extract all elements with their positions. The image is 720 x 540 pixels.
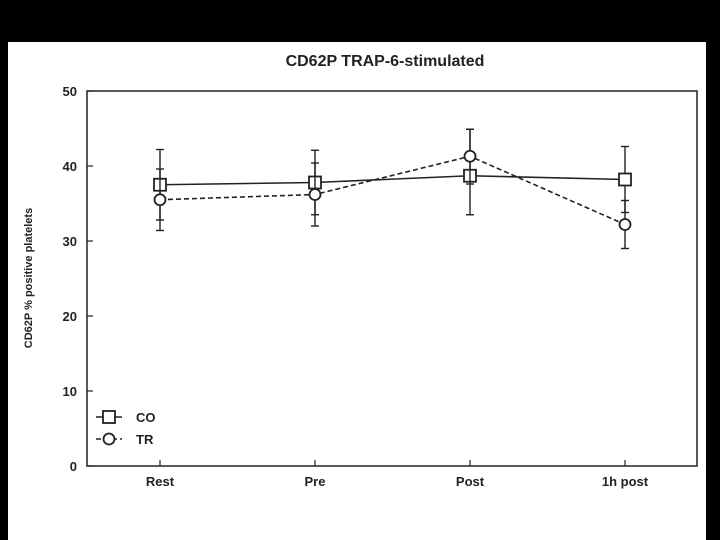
legend-item-tr: TR — [96, 432, 154, 447]
y-axis-label: CD62P % positive platelets — [23, 208, 35, 348]
y-tick-label: 0 — [70, 459, 77, 474]
series-layer — [153, 128, 632, 250]
data-point-circle — [308, 188, 322, 201]
y-tick-label: 50 — [63, 84, 77, 99]
y-tick-label: 40 — [63, 159, 77, 174]
legend-item-co: CO — [96, 410, 156, 425]
y-tick-label: 10 — [63, 384, 77, 399]
y-tick-label: 30 — [63, 234, 77, 249]
x-axis: Rest Pre Post 1h post — [146, 460, 649, 489]
series-line — [159, 155, 626, 226]
x-tick-label: Pre — [305, 474, 326, 489]
legend-label: TR — [136, 432, 154, 447]
plot-area — [86, 90, 698, 467]
data-point-circle — [153, 193, 167, 207]
x-tick-label: Post — [456, 474, 485, 489]
series-line — [159, 174, 626, 186]
y-tick-label: 20 — [63, 309, 77, 324]
y-axis: 0 10 20 30 40 50 — [63, 84, 93, 474]
series-tr — [153, 128, 632, 250]
chart-svg: CD62P TRAP-6-stimulated CD62P % positive… — [23, 53, 698, 489]
legend-circle-icon — [102, 432, 116, 446]
x-tick-label: 1h post — [602, 474, 649, 489]
data-point-circle — [618, 218, 632, 231]
legend-square-icon — [102, 410, 116, 424]
legend: CO TR — [96, 410, 156, 447]
data-point-circle — [463, 149, 477, 163]
chart-panel: CD62P TRAP-6-stimulated CD62P % positive… — [8, 42, 706, 540]
x-tick-label: Rest — [146, 474, 175, 489]
chart-title: CD62P TRAP-6-stimulated — [286, 53, 485, 70]
data-point-square — [618, 172, 632, 187]
legend-label: CO — [136, 410, 156, 425]
